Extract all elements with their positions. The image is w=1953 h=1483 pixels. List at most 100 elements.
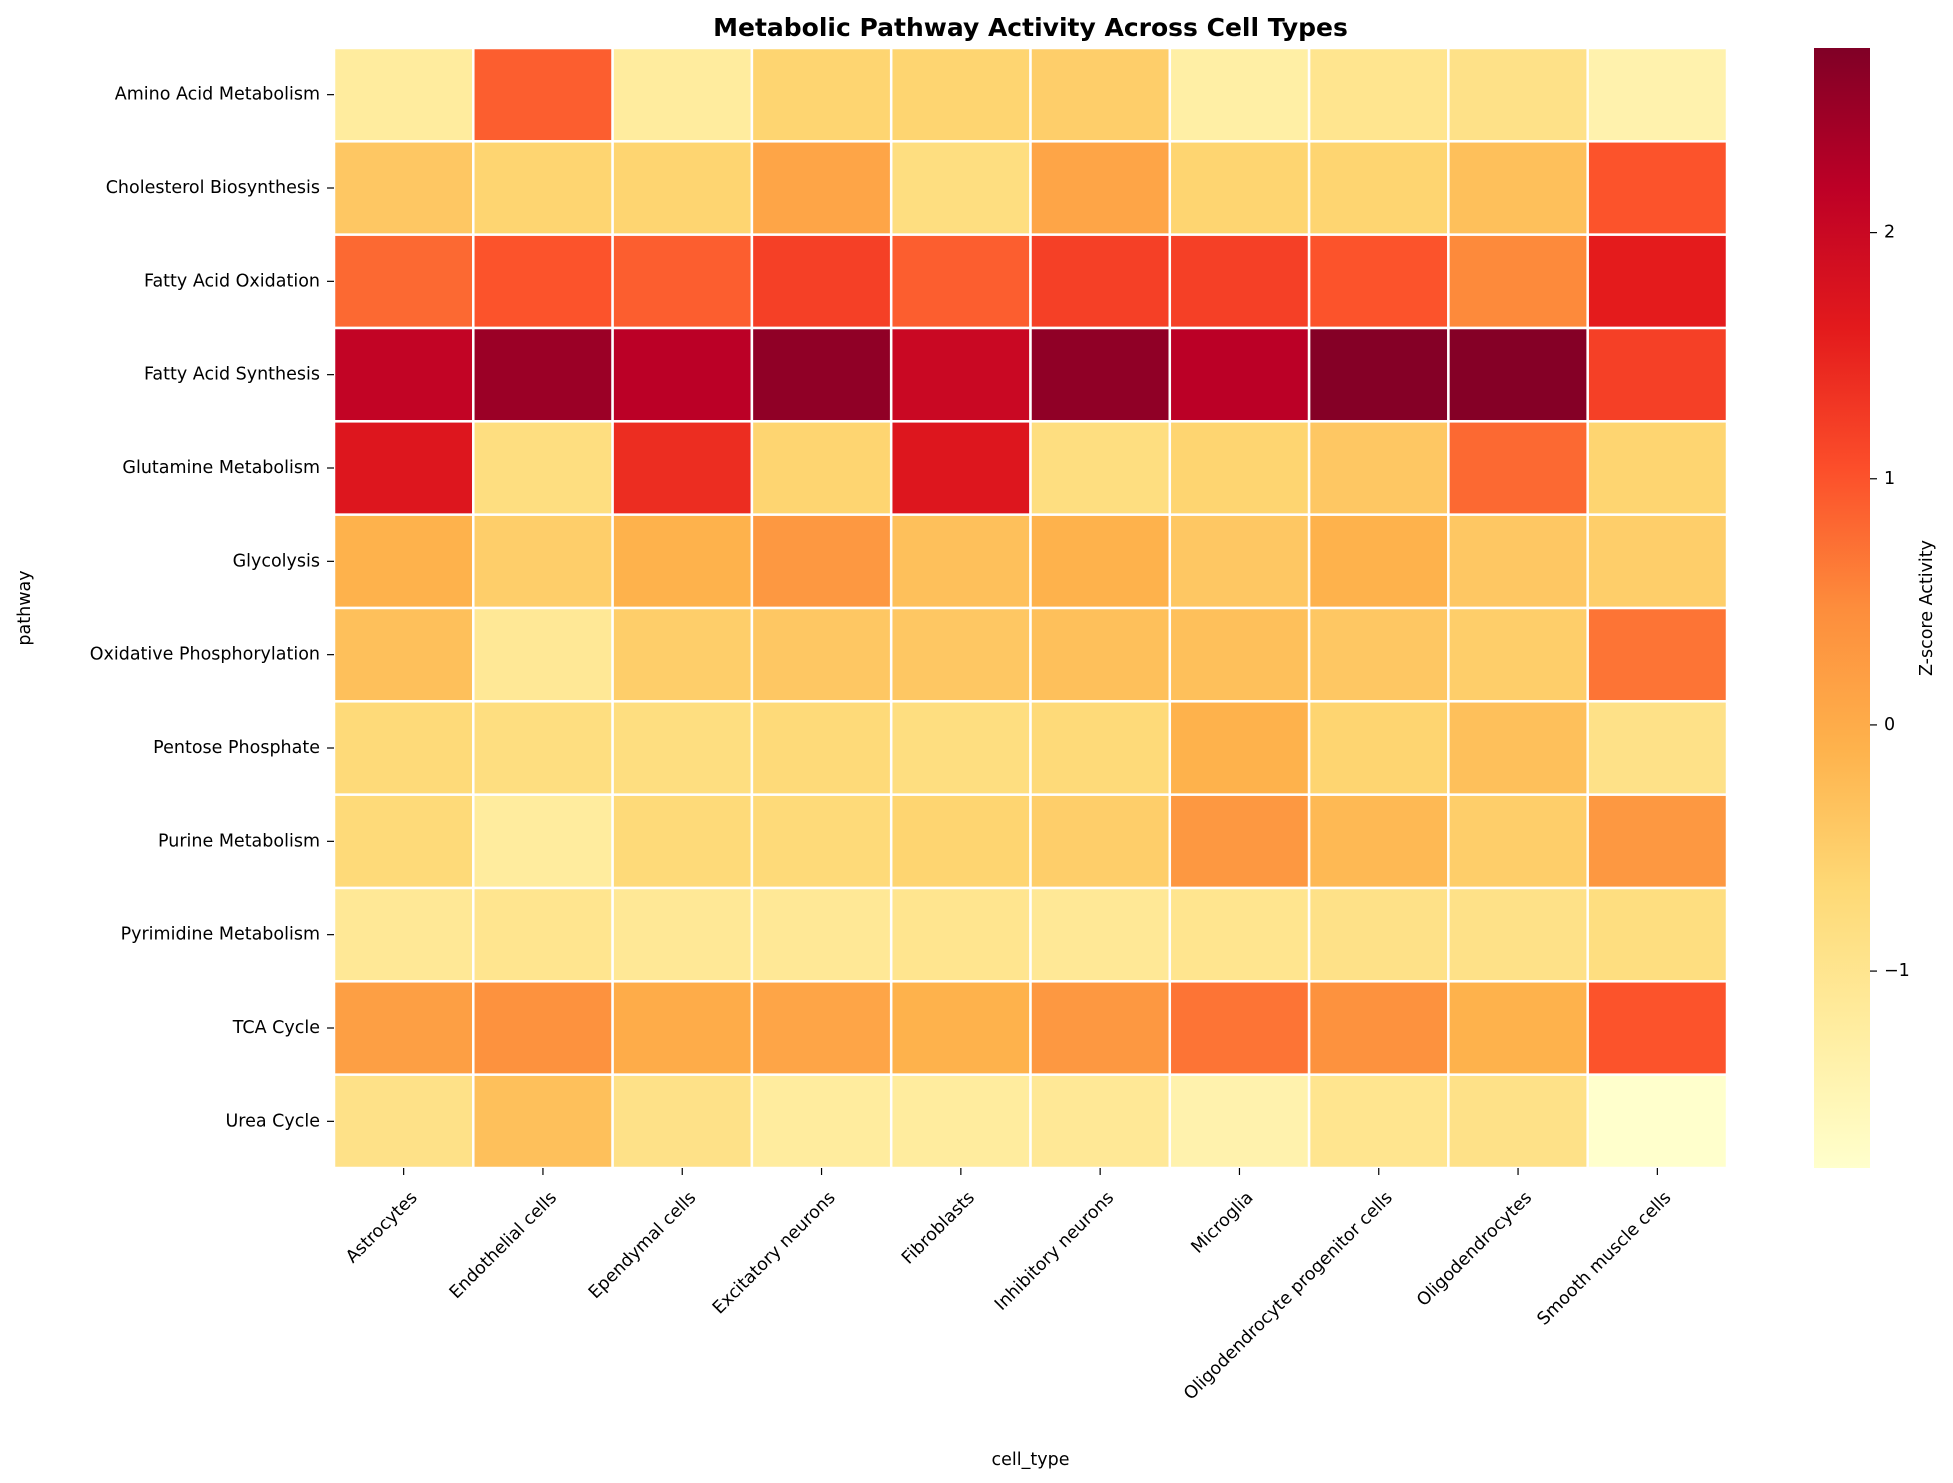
heatmap-cell	[1168, 980, 1311, 1076]
heatmap-cell	[1447, 700, 1589, 796]
heatmap-cell	[750, 513, 893, 610]
x-tick-label: Microglia	[1188, 1188, 1258, 1258]
heatmap-cell	[472, 793, 614, 890]
heatmap-cell	[332, 793, 475, 890]
heatmap-cell	[1029, 1073, 1172, 1170]
y-tick-label: Fatty Acid Synthesis	[144, 365, 320, 385]
heatmap-cell	[1168, 700, 1311, 796]
heatmap-cell	[1029, 420, 1172, 516]
heatmap-cell	[1586, 606, 1729, 703]
y-tick-label: Oxidative Phosphorylation	[90, 645, 320, 665]
heatmap-cell	[889, 886, 1032, 983]
heatmap-cell	[1307, 606, 1450, 703]
heatmap-cell	[611, 140, 754, 236]
colorbar-gradient	[1814, 48, 1870, 1168]
heatmap-cell	[1586, 793, 1729, 890]
heatmap-cell	[332, 326, 475, 423]
y-tick-label: Pentose Phosphate	[153, 738, 320, 758]
heatmap-cell	[1168, 886, 1311, 983]
heatmap-cell	[1586, 886, 1729, 983]
chart-title: Metabolic Pathway Activity Across Cell T…	[713, 13, 1348, 42]
y-tick-labels: Amino Acid Metabolism Cholesterol Biosynt…	[90, 85, 334, 1131]
heatmap-cell	[750, 326, 893, 423]
heatmap-cell	[750, 1073, 893, 1170]
heatmap-cell	[889, 606, 1032, 703]
heatmap-cell	[1168, 140, 1311, 236]
heatmap-cell	[1307, 793, 1450, 890]
x-tick-label: Oligodendrocytes	[1413, 1188, 1536, 1311]
heatmap-cell	[1447, 1073, 1589, 1170]
heatmap-cell	[472, 233, 614, 330]
x-axis-label: cell_type	[992, 1450, 1070, 1470]
y-tick-label: Fatty Acid Oxidation	[144, 271, 320, 291]
heatmap-cell	[889, 1073, 1032, 1170]
heatmap-cell	[332, 886, 475, 983]
heatmap-cell	[611, 886, 754, 983]
heatmap-cell	[1447, 886, 1589, 983]
heatmap-cell	[1586, 420, 1729, 516]
y-axis-label: pathway	[15, 570, 35, 645]
heatmap-cell	[472, 1073, 614, 1170]
heatmap-cell	[611, 1073, 754, 1170]
x-tick-label: Smooth muscle cells	[1534, 1188, 1676, 1330]
heatmap-cell	[750, 793, 893, 890]
heatmap-cell	[1029, 233, 1172, 330]
x-tick-label: Astrocytes	[342, 1188, 421, 1267]
heatmap-cell	[1168, 326, 1311, 423]
heatmap-cell	[1586, 46, 1729, 143]
colorbar: −1 0 1 2	[1814, 48, 1910, 1168]
heatmap-cell	[1029, 326, 1172, 423]
heatmap-cell	[1447, 606, 1589, 703]
x-tick-label: Inhibitory neurons	[991, 1188, 1118, 1315]
heatmap-cell	[332, 420, 475, 516]
colorbar-tick-label: 2	[1884, 223, 1895, 243]
heatmap-cell	[1586, 233, 1729, 330]
heatmap-cell	[750, 233, 893, 330]
heatmap-cell	[1586, 513, 1729, 610]
heatmap-cell	[611, 700, 754, 796]
x-tick-label: Endothelial cells	[446, 1188, 561, 1303]
heatmap-cell	[1586, 980, 1729, 1076]
heatmap-cell	[332, 606, 475, 703]
heatmap-cell	[1586, 140, 1729, 236]
colorbar-label: Z-score Activity	[1917, 540, 1937, 676]
heatmap-cell	[889, 46, 1032, 143]
heatmap-cell	[1168, 606, 1311, 703]
heatmap-cell	[332, 700, 475, 796]
heatmap-cell	[1447, 233, 1589, 330]
heatmap-cell	[1029, 886, 1172, 983]
heatmap-cell	[611, 980, 754, 1076]
heatmap-cell	[472, 606, 614, 703]
heatmap-cell	[1168, 420, 1311, 516]
y-tick-label: Glycolysis	[233, 551, 320, 571]
heatmap-cell	[1029, 700, 1172, 796]
heatmap-cells	[332, 46, 1729, 1170]
heatmap-cell	[1029, 606, 1172, 703]
heatmap-cell	[1447, 326, 1589, 423]
colorbar-tick-label: 0	[1884, 715, 1895, 735]
heatmap-cell	[472, 980, 614, 1076]
heatmap-cell	[1447, 980, 1589, 1076]
heatmap-cell	[1447, 140, 1589, 236]
heatmap-cell	[1168, 793, 1311, 890]
heatmap-cell	[889, 233, 1032, 330]
heatmap-cell	[889, 700, 1032, 796]
heatmap-cell	[1586, 700, 1729, 796]
heatmap-cell	[1029, 980, 1172, 1076]
heatmap-cell	[472, 420, 614, 516]
heatmap-cell	[1586, 1073, 1729, 1170]
heatmap-cell	[1168, 1073, 1311, 1170]
heatmap-cell	[611, 606, 754, 703]
heatmap-cell	[332, 46, 475, 143]
heatmap-cell	[332, 1073, 475, 1170]
heatmap-cell	[1029, 46, 1172, 143]
colorbar-tick-label: −1	[1884, 961, 1910, 981]
heatmap-cell	[750, 700, 893, 796]
heatmap-cell	[332, 140, 475, 236]
heatmap-cell	[1307, 420, 1450, 516]
y-tick-label: Purine Metabolism	[158, 831, 320, 851]
x-tick-label: Ependymal cells	[585, 1188, 700, 1303]
heatmap-cell	[750, 606, 893, 703]
heatmap-cell	[1447, 46, 1589, 143]
